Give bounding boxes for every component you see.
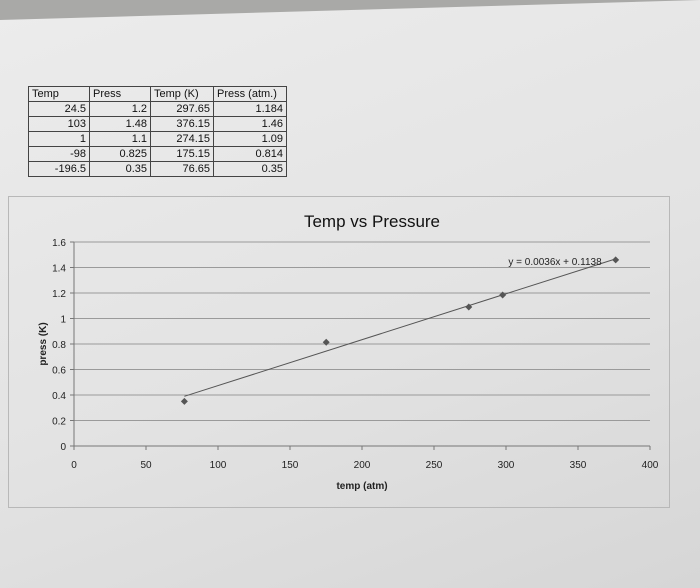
x-tick-label: 50 (140, 460, 152, 471)
table-row: 24.5 1.2 297.65 1.184 (28, 101, 287, 117)
trendline (184, 258, 616, 397)
table-cell: 76.65 (150, 161, 214, 177)
data-point (499, 291, 507, 299)
y-tick-label: 1.4 (52, 264, 66, 275)
data-table: Temp Press Temp (K) Press (atm.) 24.5 1.… (28, 86, 287, 177)
table-row: -196.5 0.35 76.65 0.35 (28, 161, 287, 177)
y-tick-label: 1.6 (52, 238, 66, 249)
x-tick-label: 300 (498, 460, 515, 471)
data-point (322, 338, 330, 346)
x-tick-label: 0 (71, 460, 77, 471)
x-tick-label: 250 (426, 460, 443, 471)
chart-title: Temp vs Pressure (304, 212, 440, 231)
y-tick-label: 1.2 (52, 289, 66, 300)
y-tick-label: 0.8 (52, 340, 66, 351)
x-tick-label: 150 (282, 460, 299, 471)
table-cell: -196.5 (28, 161, 90, 177)
y-tick-label: 0.4 (52, 391, 66, 402)
table-header-row: Temp Press Temp (K) Press (atm.) (28, 86, 287, 102)
table-cell: 297.65 (150, 101, 214, 117)
x-tick-label: 100 (210, 460, 227, 471)
x-axis-label: temp (atm) (336, 481, 387, 492)
y-tick-label: 0 (60, 442, 66, 453)
table-cell: 0.35 (89, 161, 151, 177)
x-tick-label: 400 (642, 460, 659, 471)
table-cell: 24.5 (28, 101, 90, 117)
chart-frame (8, 196, 670, 508)
table-cell: 1.46 (213, 116, 287, 132)
table-cell: 274.15 (150, 131, 214, 147)
y-tick-label: 0.6 (52, 366, 66, 377)
table-cell: 0.814 (213, 146, 287, 162)
header-press-atm: Press (atm.) (213, 86, 287, 102)
trendline-equation: y = 0.0036x + 0.1138 (508, 257, 602, 268)
y-axis-label: press (K) (38, 322, 49, 365)
x-tick-label: 350 (570, 460, 587, 471)
y-tick-label: 0.2 (52, 417, 66, 428)
x-tick-label: 200 (354, 460, 371, 471)
y-tick-label: 1 (60, 315, 66, 326)
table-row: -98 0.825 175.15 0.814 (28, 146, 287, 162)
table-cell: 0.35 (213, 161, 287, 177)
data-point (612, 256, 620, 264)
data-point (465, 303, 473, 311)
data-point (180, 397, 188, 405)
